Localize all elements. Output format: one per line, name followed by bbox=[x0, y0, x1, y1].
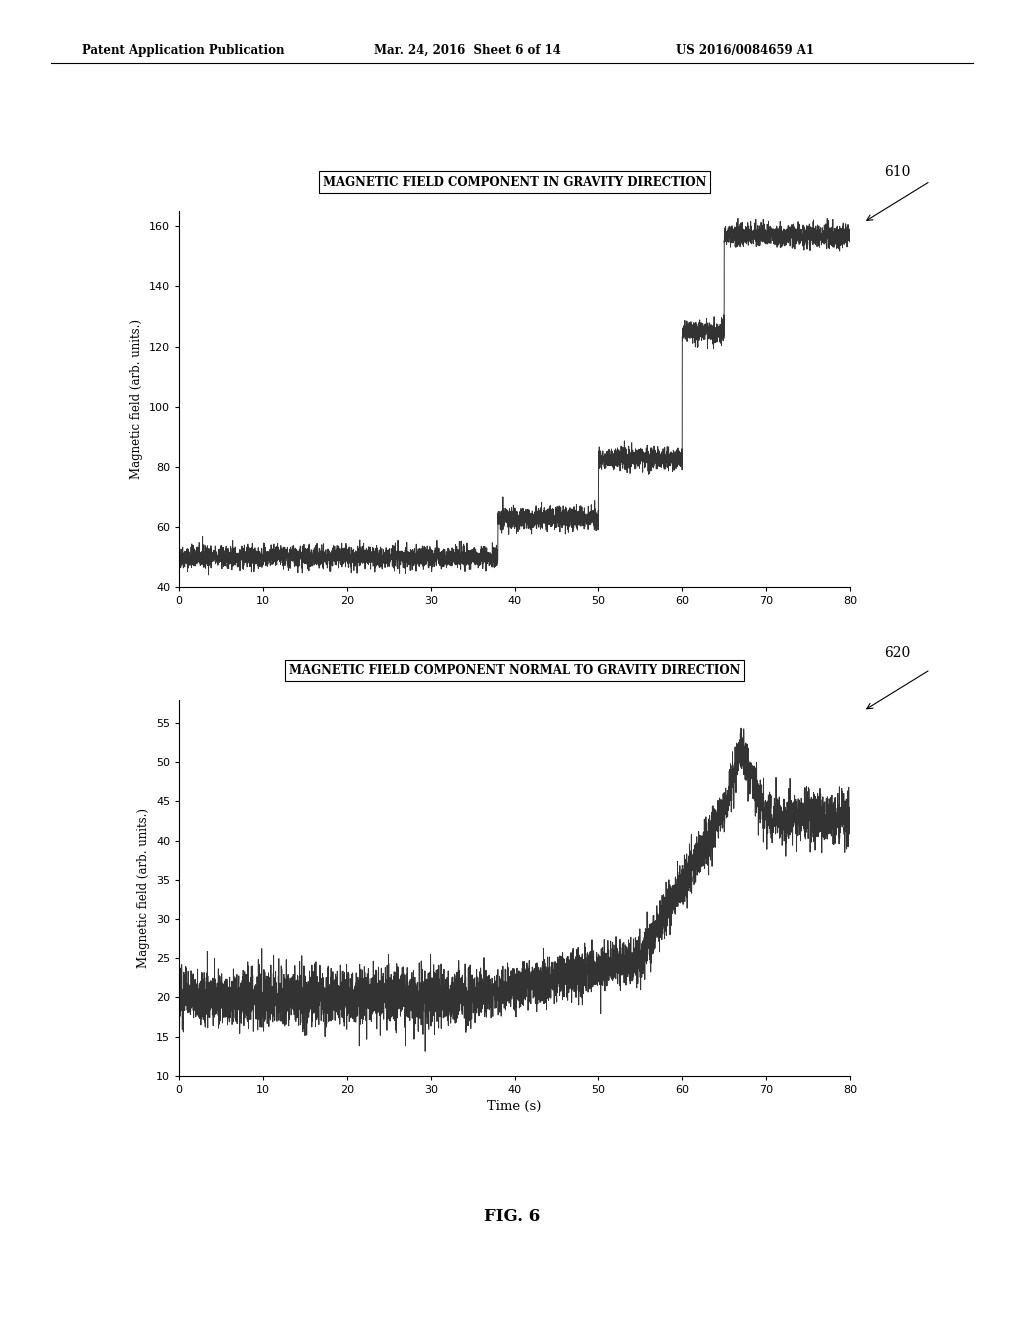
Y-axis label: Magnetic field (arb. units.): Magnetic field (arb. units.) bbox=[137, 808, 151, 968]
Text: US 2016/0084659 A1: US 2016/0084659 A1 bbox=[676, 44, 814, 57]
Text: 620: 620 bbox=[884, 647, 910, 660]
Text: MAGNETIC FIELD COMPONENT NORMAL TO GRAVITY DIRECTION: MAGNETIC FIELD COMPONENT NORMAL TO GRAVI… bbox=[289, 664, 740, 677]
Text: Patent Application Publication: Patent Application Publication bbox=[82, 44, 285, 57]
Text: FIG. 6: FIG. 6 bbox=[484, 1208, 540, 1225]
X-axis label: Time (s): Time (s) bbox=[487, 1101, 542, 1113]
Text: 610: 610 bbox=[884, 165, 910, 178]
Text: MAGNETIC FIELD COMPONENT IN GRAVITY DIRECTION: MAGNETIC FIELD COMPONENT IN GRAVITY DIRE… bbox=[323, 176, 707, 189]
Text: Mar. 24, 2016  Sheet 6 of 14: Mar. 24, 2016 Sheet 6 of 14 bbox=[374, 44, 560, 57]
Y-axis label: Magnetic field (arb. units.): Magnetic field (arb. units.) bbox=[130, 319, 143, 479]
